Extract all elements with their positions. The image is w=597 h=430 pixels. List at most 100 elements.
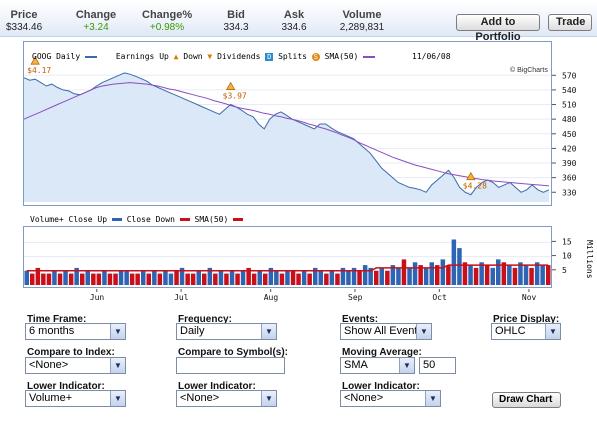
volume-bar-78 (457, 248, 462, 285)
volume-chart (23, 226, 552, 288)
volume-bar-68 (401, 259, 407, 285)
price-tick-label-0: 570 (562, 71, 577, 80)
volume-bar-65 (385, 270, 390, 285)
earnings-marker-2 (466, 171, 476, 181)
legend-symbol-swatch (85, 55, 97, 58)
events-select[interactable]: Show All Events ▼ (340, 323, 432, 340)
lower-indicator-1-select[interactable]: Volume+ ▼ (25, 390, 126, 407)
volume-bar-80 (468, 265, 473, 285)
month-tick-label-0: Jun (90, 293, 105, 302)
volume-bar-60 (357, 270, 362, 285)
chevron-down-icon[interactable]: ▼ (545, 324, 560, 339)
volume-axis-title: Millions (585, 240, 594, 279)
chevron-down-icon[interactable]: ▼ (110, 358, 125, 373)
moving-average-select[interactable]: SMA ▼ (340, 357, 415, 374)
lower-indicator-3-select[interactable]: <None> ▼ (340, 390, 441, 407)
earnings-label-1: $3.97 (223, 92, 247, 101)
legend-earnings: Earnings (115, 52, 155, 61)
chevron-down-icon[interactable]: ▼ (110, 324, 125, 339)
volume-bar-85 (496, 259, 501, 285)
frequency-select[interactable]: Daily ▼ (176, 323, 277, 340)
lower-indicator-1-label: Lower Indicator: (27, 381, 105, 392)
volume-bar-21 (141, 270, 146, 285)
chevron-down-icon[interactable]: ▼ (261, 391, 276, 406)
vol-sma-swatch (233, 218, 244, 221)
quote-bar: Price $334.46 Change +3.24 Change% +0.98… (0, 0, 597, 43)
sma-line (24, 82, 550, 187)
lower-indicator-2-select[interactable]: <None> ▼ (176, 390, 277, 407)
volume-bar-10 (80, 273, 85, 285)
volume-bar-1 (30, 273, 35, 285)
events-label: Events: (342, 314, 379, 325)
volume-bar-56 (335, 273, 340, 285)
chevron-down-icon[interactable]: ▼ (110, 391, 125, 406)
volume-bar-6 (57, 273, 63, 285)
vol-tick-label-0: 15 (562, 237, 572, 246)
add-to-portfolio-button[interactable]: Add to Portfolio (456, 14, 540, 43)
volume-bar-2 (35, 267, 41, 285)
bid-value: 334.3 (223, 22, 249, 33)
volume-bar-18 (124, 270, 129, 285)
chevron-down-icon[interactable]: ▼ (425, 391, 440, 406)
price-display-value: OHLC (495, 325, 526, 337)
month-tick-label-2: Aug (264, 293, 279, 302)
volume-bar-33 (207, 267, 213, 285)
volume-bar-62 (368, 267, 373, 285)
change-pct-value: +0.98% (149, 22, 185, 33)
chevron-down-icon[interactable]: ▼ (399, 358, 414, 373)
lower-indicator-1-value: Volume+ (29, 392, 73, 404)
time-frame-value: 6 months (29, 325, 75, 337)
compare-symbols-label: Compare to Symbol(s): (178, 347, 289, 358)
volume-bar-59 (351, 267, 357, 285)
vol-legend-up: Volume+ Close Up (30, 215, 108, 224)
volume-bar-23 (152, 270, 157, 285)
volume-bar-15 (107, 273, 113, 285)
volume-bar-82 (479, 262, 484, 285)
price-chart-svg: $4.17 $3.97 $4.28 (24, 56, 551, 203)
compare-symbols-input[interactable] (176, 357, 285, 374)
earnings-label-0: $4.17 (27, 66, 51, 75)
volume-bar-46 (279, 273, 285, 285)
volume-bar-44 (268, 267, 274, 285)
volume-bar-3 (41, 273, 46, 285)
vol-up-swatch (111, 218, 122, 221)
bid-label: Bid (227, 9, 245, 21)
volume-bar-26 (168, 273, 174, 285)
vol-legend-sma: SMA(50) (194, 215, 229, 224)
volume-bar-83 (484, 265, 490, 285)
volume-bar-0 (24, 270, 29, 285)
volume-bar-45 (274, 270, 279, 285)
draw-chart-button[interactable]: Draw Chart (492, 392, 561, 408)
volume-bar-92 (534, 262, 540, 285)
volume-bar-86 (501, 262, 507, 285)
legend-symbol: GOOG Daily (32, 52, 81, 61)
volume-bar-14 (102, 270, 107, 285)
price-tick-label-5: 420 (562, 144, 577, 153)
volume-bar-43 (263, 273, 268, 285)
chevron-down-icon[interactable]: ▼ (416, 324, 431, 339)
volume-bar-8 (68, 273, 74, 285)
price-axis: 570 540 510 480 450 420 390 360 330 (552, 71, 577, 197)
price-tick-label-2: 510 (562, 101, 577, 110)
volume-bar-20 (135, 273, 140, 285)
volume-bar-22 (146, 273, 151, 285)
time-frame-select[interactable]: 6 months ▼ (25, 323, 126, 340)
chevron-down-icon[interactable]: ▼ (261, 324, 276, 339)
month-axis: Jun Jul Aug Sep Oct Nov (90, 289, 537, 302)
vol-legend-down: Close Down (126, 215, 175, 224)
volume-bar-16 (113, 273, 118, 285)
price-tick-label-7: 360 (562, 174, 577, 183)
moving-average-period-input[interactable]: 50 (419, 357, 456, 374)
volume-bar-30 (190, 273, 196, 285)
lower-indicator-3-value: <None> (344, 392, 384, 404)
price-tick-label-1: 540 (562, 86, 577, 95)
lower-indicator-3-label: Lower Indicator: (342, 381, 420, 392)
price-display-select[interactable]: OHLC ▼ (491, 323, 561, 340)
price-legend: GOOG Daily Earnings Up ▲ Down ▼ Dividend… (32, 52, 376, 61)
compare-index-select[interactable]: <None> ▼ (25, 357, 126, 374)
volume-axis: 15 10 5 (552, 237, 572, 275)
volume-bar-67 (396, 267, 401, 285)
volume-bar-64 (379, 267, 384, 285)
change-value: +3.24 (83, 22, 109, 33)
trade-button[interactable]: Trade (548, 14, 592, 31)
